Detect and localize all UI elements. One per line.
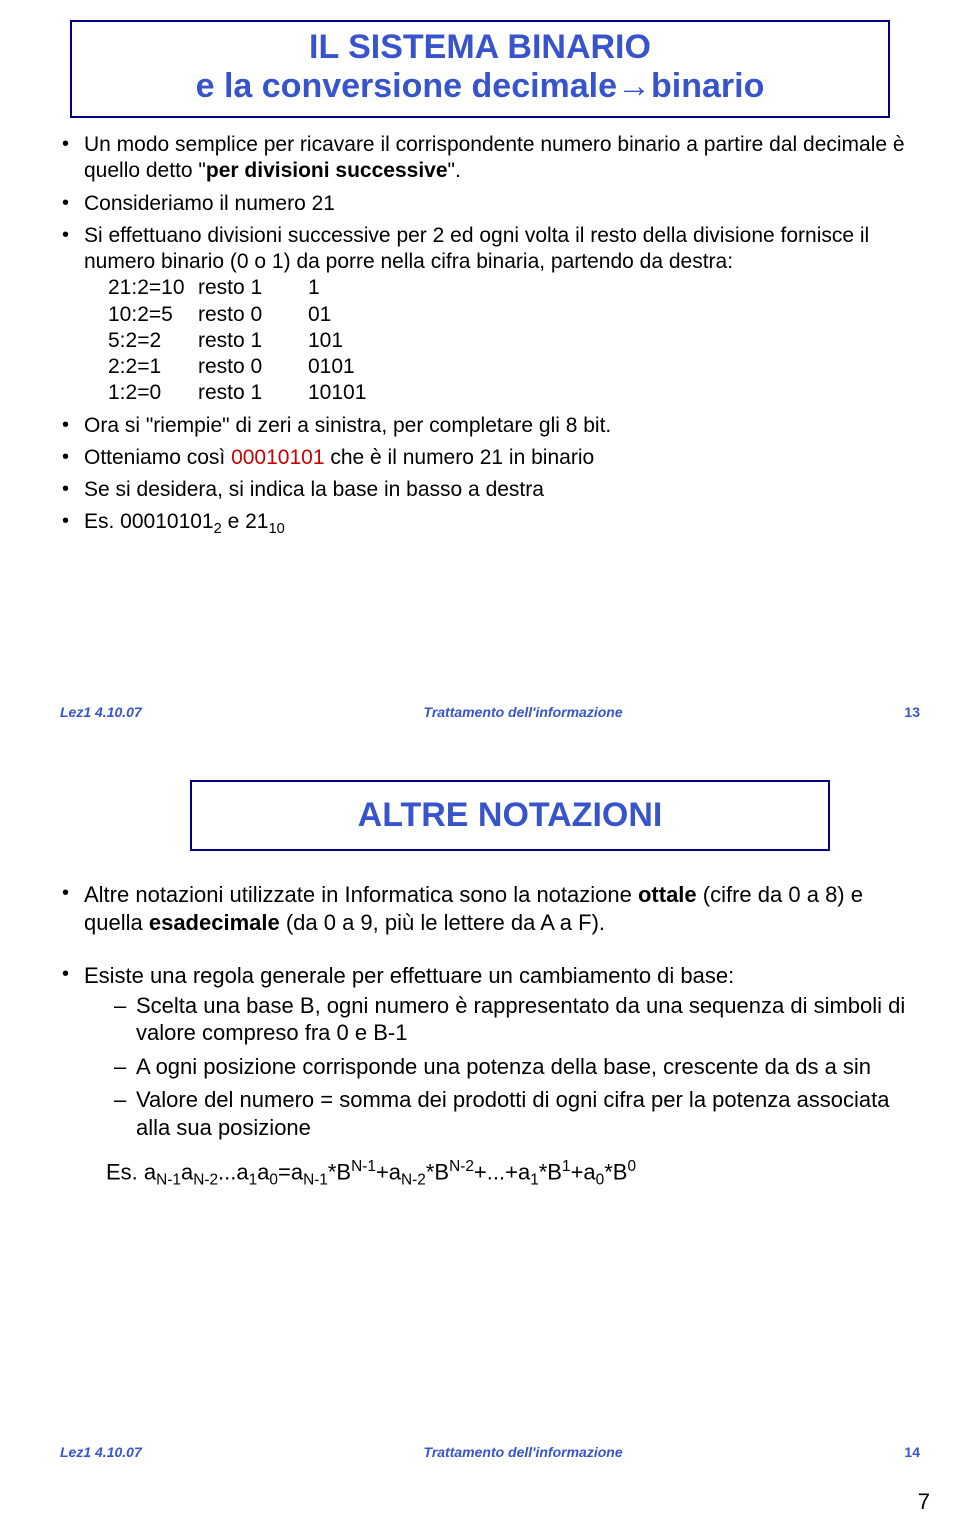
- table-row: 5:2=2resto 1101: [108, 328, 920, 354]
- slide1-title-box: IL SISTEMA BINARIO e la conversione deci…: [70, 20, 890, 118]
- table-row: 10:2=5resto 001: [108, 302, 920, 328]
- text: +...+a: [474, 1159, 530, 1184]
- text: Es. a: [106, 1159, 156, 1184]
- slide1-title: IL SISTEMA BINARIO e la conversione deci…: [92, 28, 868, 106]
- text: +a: [571, 1159, 596, 1184]
- sup: 1: [562, 1158, 571, 1175]
- slide2-title-box: ALTRE NOTAZIONI: [190, 780, 830, 851]
- text: *B: [539, 1159, 562, 1184]
- sub: 1: [249, 1172, 258, 1189]
- cell: 101: [308, 328, 428, 354]
- cell: resto 0: [198, 302, 308, 328]
- footer-right: 14: [904, 1444, 920, 1460]
- sup: N-2: [449, 1158, 474, 1175]
- bullet-consider: Consideriamo il numero 21: [60, 191, 920, 217]
- text: *B: [328, 1159, 351, 1184]
- bullet-fill: Ora si "riempie" di zeri a sinistra, per…: [60, 413, 920, 439]
- text: =a: [278, 1159, 303, 1184]
- text: Otteniamo così: [84, 446, 231, 469]
- text: ".: [448, 159, 461, 182]
- bullet-divisions: Si effettuano divisioni successive per 2…: [60, 223, 920, 407]
- cell: 01: [308, 302, 428, 328]
- text: *B: [604, 1159, 627, 1184]
- text: Esiste una regola generale per effettuar…: [84, 963, 734, 988]
- cell: 21:2=10: [108, 275, 198, 301]
- text-bold: per divisioni successive: [206, 159, 448, 182]
- text: e 21: [222, 510, 269, 533]
- text-red: 00010101: [231, 446, 324, 469]
- text: *B: [426, 1159, 449, 1184]
- sub: N-2: [193, 1172, 218, 1189]
- cell: 0101: [308, 354, 428, 380]
- sub-position: A ogni posizione corrisponde una potenza…: [114, 1053, 920, 1081]
- sub: 0: [596, 1172, 605, 1189]
- text: ...a: [218, 1159, 249, 1184]
- sub: N-2: [401, 1172, 426, 1189]
- table-row: 21:2=10resto 11: [108, 275, 920, 301]
- footer-left: Lez1 4.10.07: [60, 1444, 142, 1460]
- slide-2: ALTRE NOTAZIONI Altre notazioni utilizza…: [0, 760, 960, 1460]
- cell: 10101: [308, 380, 428, 406]
- title-line2: e la conversione decimale→binario: [196, 67, 765, 105]
- slide-1: IL SISTEMA BINARIO e la conversione deci…: [0, 20, 960, 720]
- bullet-intro: Un modo semplice per ricavare il corrisp…: [60, 132, 920, 185]
- sub-value: Valore del numero = somma dei prodotti d…: [114, 1086, 920, 1141]
- footer-left: Lez1 4.10.07: [60, 704, 142, 720]
- text: Si effettuano divisioni successive per 2…: [84, 224, 869, 273]
- cell: 2:2=1: [108, 354, 198, 380]
- footer-center: Trattamento dell'informazione: [424, 1444, 623, 1460]
- page-number: 7: [918, 1489, 930, 1515]
- sub-base: Scelta una base B, ogni numero è rappres…: [114, 992, 920, 1047]
- text: a: [181, 1159, 193, 1184]
- text: Es. 00010101: [84, 510, 214, 533]
- slide1-list: Un modo semplice per ricavare il corrisp…: [60, 132, 920, 539]
- text: a: [257, 1159, 269, 1184]
- cell: 5:2=2: [108, 328, 198, 354]
- cell: 1:2=0: [108, 380, 198, 406]
- cell: 1: [308, 275, 428, 301]
- cell: resto 1: [198, 275, 308, 301]
- slide1-content: Un modo semplice per ricavare il corrisp…: [60, 132, 920, 539]
- slide2-footer: Lez1 4.10.07 Trattamento dell'informazio…: [60, 1444, 920, 1460]
- bullet-base: Se si desidera, si indica la base in bas…: [60, 477, 920, 503]
- formula: Es. aN-1aN-2...a1a0=aN-1*BN-1+aN-2*BN-2+…: [106, 1157, 920, 1190]
- division-table: 21:2=10resto 11 10:2=5resto 001 5:2=2res…: [108, 275, 920, 406]
- sub-list: Scelta una base B, ogni numero è rappres…: [84, 992, 920, 1142]
- cell: resto 0: [198, 354, 308, 380]
- sub: 0: [269, 1172, 278, 1189]
- sub: 1: [530, 1172, 539, 1189]
- sub: 2: [214, 522, 222, 538]
- title-line1: IL SISTEMA BINARIO: [309, 28, 651, 66]
- bullet-rule: Esiste una regola generale per effettuar…: [60, 962, 920, 1141]
- sub: N-1: [303, 1172, 328, 1189]
- slide2-content: Altre notazioni utilizzate in Informatic…: [60, 881, 920, 1190]
- sub: 10: [269, 522, 285, 538]
- text: Altre notazioni utilizzate in Informatic…: [84, 882, 638, 907]
- text-bold: esadecimale: [149, 910, 280, 935]
- cell: 10:2=5: [108, 302, 198, 328]
- table-row: 2:2=1resto 00101: [108, 354, 920, 380]
- sup: 0: [627, 1158, 636, 1175]
- text: (da 0 a 9, più le lettere da A a F).: [280, 910, 605, 935]
- slide2-list: Altre notazioni utilizzate in Informatic…: [60, 881, 920, 936]
- slide2-title: ALTRE NOTAZIONI: [232, 796, 788, 835]
- sup: N-1: [351, 1158, 376, 1175]
- cell: resto 1: [198, 380, 308, 406]
- table-row: 1:2=0resto 110101: [108, 380, 920, 406]
- text: che è il numero 21 in binario: [325, 446, 595, 469]
- bullet-result: Otteniamo così 00010101 che è il numero …: [60, 445, 920, 471]
- footer-right: 13: [904, 704, 920, 720]
- bullet-example: Es. 000101012 e 2110: [60, 509, 920, 539]
- slide2-list2: Esiste una regola generale per effettuar…: [60, 962, 920, 1141]
- bullet-notations: Altre notazioni utilizzate in Informatic…: [60, 881, 920, 936]
- cell: resto 1: [198, 328, 308, 354]
- sub: N-1: [156, 1172, 181, 1189]
- text-bold: ottale: [638, 882, 697, 907]
- slide1-footer: Lez1 4.10.07 Trattamento dell'informazio…: [60, 704, 920, 720]
- footer-center: Trattamento dell'informazione: [424, 704, 623, 720]
- text: +a: [376, 1159, 401, 1184]
